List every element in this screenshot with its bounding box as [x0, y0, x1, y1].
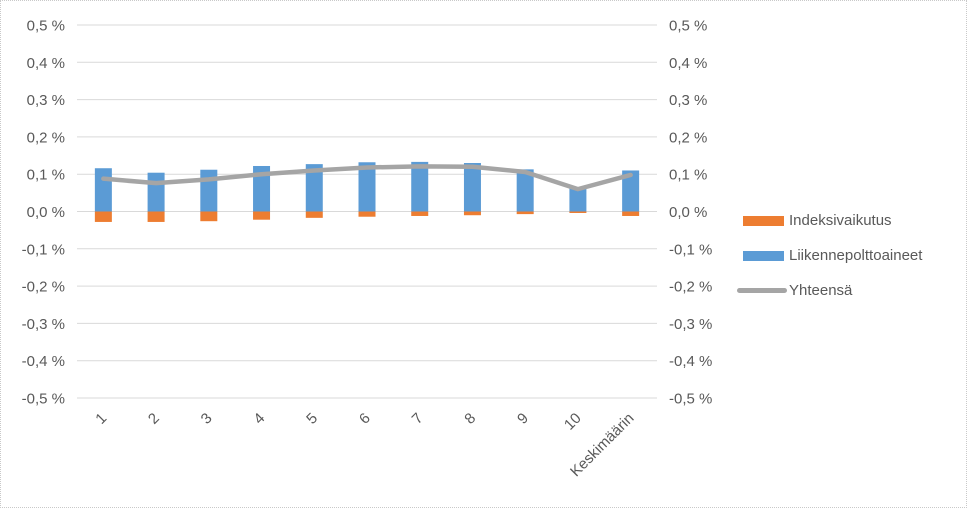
line-swatch-icon — [737, 288, 787, 293]
bar-indeksivaikutus — [305, 211, 323, 218]
bar-indeksivaikutus — [200, 211, 218, 222]
legend-swatch-wrap — [737, 215, 789, 226]
bar-indeksivaikutus — [358, 211, 376, 217]
y-axis-left-tick-label: -0,5 % — [22, 391, 65, 408]
y-axis-right-tick-label: -0,3 % — [669, 316, 712, 333]
y-axis-left-tick-label: -0,1 % — [22, 241, 65, 258]
bar-liikennepolttoaineet — [569, 187, 587, 212]
y-axis-right-tick-label: -0,5 % — [669, 391, 712, 408]
legend-swatch-wrap — [737, 250, 789, 261]
bar-liikennepolttoaineet — [253, 165, 271, 212]
y-axis-right-tick-label: 0,0 % — [669, 204, 707, 221]
y-axis-right-tick-label: 0,1 % — [669, 167, 707, 184]
legend-item-yhteensa: Yhteensä — [737, 273, 922, 308]
bar-swatch-icon — [743, 250, 784, 261]
bar-liikennepolttoaineet — [463, 163, 481, 212]
x-axis-tick-label: 9 — [514, 410, 532, 428]
x-axis-tick-label: 4 — [250, 410, 268, 428]
legend-label-liikennepolttoaineet: Liikennepolttoaineet — [789, 247, 923, 264]
bar-liikennepolttoaineet — [358, 162, 376, 212]
bar-liikennepolttoaineet — [411, 161, 429, 212]
x-axis-tick-label: 2 — [145, 410, 163, 428]
y-axis-left-tick-label: -0,3 % — [22, 316, 65, 333]
y-axis-left-tick-label: 0,4 % — [27, 55, 65, 72]
y-axis-right-tick-label: 0,2 % — [669, 129, 707, 146]
bar-indeksivaikutus — [147, 211, 165, 222]
x-axis-tick-label: 8 — [461, 410, 479, 428]
bar-indeksivaikutus — [622, 211, 640, 216]
y-axis-left-tick-label: 0,0 % — [27, 204, 65, 221]
legend-label-yhteensa: Yhteensä — [789, 282, 853, 299]
bar-indeksivaikutus — [463, 211, 481, 216]
bar-liikennepolttoaineet — [622, 170, 640, 212]
y-axis-right-tick-label: -0,4 % — [669, 353, 712, 370]
bar-indeksivaikutus — [94, 211, 112, 222]
y-axis-left-tick-label: 0,5 % — [27, 18, 65, 35]
bar-liikennepolttoaineet — [94, 168, 112, 212]
legend-label-indeksivaikutus: Indeksivaikutus — [789, 212, 892, 229]
bar-indeksivaikutus — [253, 211, 271, 220]
y-axis-left-tick-label: 0,2 % — [27, 129, 65, 146]
bar-liikennepolttoaineet — [305, 164, 323, 212]
series-line-yhteensä — [101, 164, 633, 192]
bar-liikennepolttoaineet — [516, 169, 534, 212]
y-axis-right-tick-label: 0,5 % — [669, 18, 707, 35]
legend-item-liikennepolttoaineet: Liikennepolttoaineet — [737, 238, 922, 273]
x-axis-tick-label: 6 — [356, 410, 374, 428]
y-axis-left-tick-label: -0,2 % — [22, 279, 65, 296]
y-axis-right-tick-label: 0,4 % — [669, 55, 707, 72]
bar-indeksivaikutus — [569, 211, 587, 213]
y-axis-right-tick-label: 0,3 % — [669, 92, 707, 109]
x-axis-tick-label: 3 — [198, 410, 216, 428]
y-axis-right-tick-label: -0,2 % — [669, 279, 712, 296]
bar-indeksivaikutus — [411, 211, 429, 216]
x-axis-tick-label: 10 — [561, 410, 585, 434]
y-axis-left-tick-label: -0,4 % — [22, 353, 65, 370]
y-axis-right-tick-label: -0,1 % — [669, 241, 712, 258]
y-axis-left-tick-label: 0,3 % — [27, 92, 65, 109]
bar-liikennepolttoaineet — [147, 172, 165, 212]
bar-swatch-icon — [743, 215, 784, 226]
bar-liikennepolttoaineet — [200, 169, 218, 212]
y-axis-left-tick-label: 0,1 % — [27, 167, 65, 184]
chart-legend: Indeksivaikutus Liikennepolttoaineet Yht… — [737, 203, 922, 308]
legend-item-indeksivaikutus: Indeksivaikutus — [737, 203, 922, 238]
bar-indeksivaikutus — [516, 211, 534, 215]
legend-swatch-wrap — [737, 288, 789, 293]
x-axis-tick-label: 1 — [92, 410, 110, 428]
x-axis-tick-label: 7 — [409, 410, 427, 428]
x-axis-tick-label: 5 — [303, 410, 321, 428]
